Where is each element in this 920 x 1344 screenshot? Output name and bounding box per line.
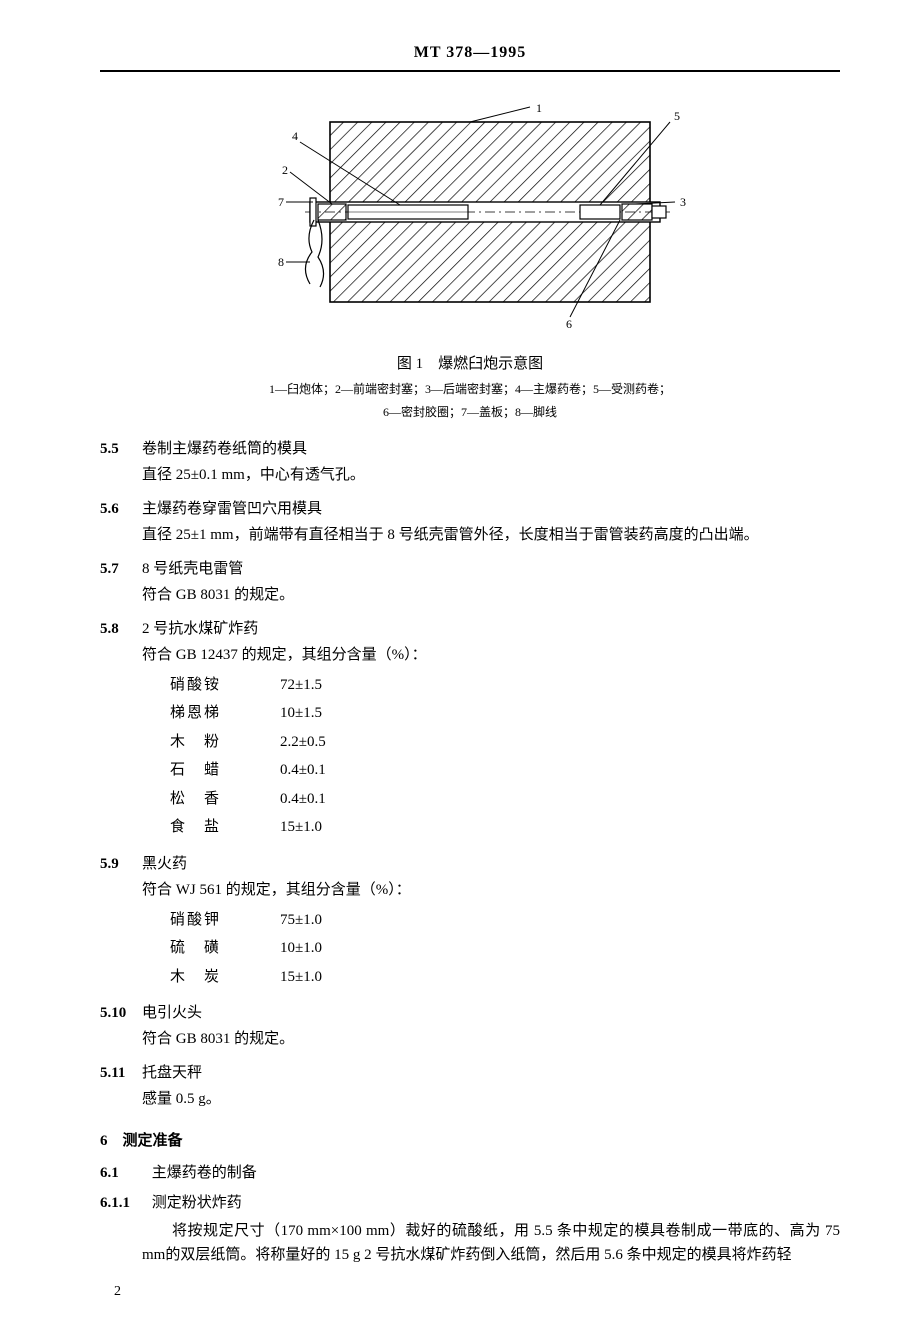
table-row: 梯恩梯10±1.5 — [170, 699, 840, 728]
comp-label: 硫 磺 — [170, 934, 280, 963]
table-row: 松 香0.4±0.1 — [170, 785, 840, 814]
comp-label: 木 粉 — [170, 728, 280, 757]
section-number: 5.7 — [100, 557, 142, 581]
section-5-10: 5.10 电引火头 — [100, 1001, 840, 1025]
comp-label: 松 香 — [170, 785, 280, 814]
section-6: 6 测定准备 — [100, 1129, 840, 1153]
section-body: 直径 25±1 mm，前端带有直径相当于 8 号纸壳雷管外径，长度相当于雷管装药… — [100, 523, 840, 547]
table-row: 木 炭15±1.0 — [170, 963, 840, 992]
section-5-9: 5.9 黑火药 — [100, 852, 840, 876]
section-title: 8 号纸壳电雷管 — [142, 557, 243, 581]
comp-label: 木 炭 — [170, 963, 280, 992]
section-body: 符合 GB 8031 的规定。 — [100, 583, 840, 607]
section-body: 直径 25±0.1 mm，中心有透气孔。 — [100, 463, 840, 487]
comp-label: 石 蜡 — [170, 756, 280, 785]
section-5-11: 5.11 托盘天秤 — [100, 1061, 840, 1085]
section-6-1: 6.1 主爆药卷的制备 — [100, 1161, 840, 1185]
fig-label-8: 8 — [278, 255, 284, 269]
section-title: 测定准备 — [123, 1133, 183, 1149]
fig-label-2: 2 — [282, 163, 288, 177]
comp-value: 15±1.0 — [280, 963, 322, 992]
section-title: 卷制主爆药卷纸筒的模具 — [142, 437, 307, 461]
section-number: 5.11 — [100, 1061, 142, 1085]
section-title: 电引火头 — [142, 1001, 202, 1025]
table-row: 硝酸钾75±1.0 — [170, 906, 840, 935]
comp-value: 0.4±0.1 — [280, 785, 326, 814]
table-row: 硫 磺10±1.0 — [170, 934, 840, 963]
section-5-5: 5.5 卷制主爆药卷纸筒的模具 — [100, 437, 840, 461]
section-title: 2 号抗水煤矿炸药 — [142, 617, 258, 641]
section-5-6: 5.6 主爆药卷穿雷管凹穴用模具 — [100, 497, 840, 521]
doc-header: MT 378—1995 — [100, 40, 840, 72]
fig-label-7: 7 — [278, 195, 284, 209]
section-title: 主爆药卷的制备 — [152, 1165, 257, 1181]
section-title: 黑火药 — [142, 852, 187, 876]
table-row: 食 盐15±1.0 — [170, 813, 840, 842]
comp-label: 食 盐 — [170, 813, 280, 842]
figure-1-diagram: 1 4 2 7 8 5 3 6 图 1 爆燃臼炮示意图 1—臼炮体；2—前端密封… — [100, 102, 840, 422]
comp-value: 2.2±0.5 — [280, 728, 326, 757]
comp-label: 硝酸钾 — [170, 906, 280, 935]
composition-table-58: 硝酸铵72±1.5 梯恩梯10±1.5 木 粉2.2±0.5 石 蜡0.4±0.… — [100, 671, 840, 842]
fig-label-6: 6 — [566, 317, 572, 331]
section-title: 测定粉状炸药 — [152, 1195, 242, 1211]
composition-table-59: 硝酸钾75±1.0 硫 磺10±1.0 木 炭15±1.0 — [100, 906, 840, 992]
section-number: 5.5 — [100, 437, 142, 461]
figure-legend-line1: 1—臼炮体；2—前端密封塞；3—后端密封塞；4—主爆药卷；5—受测药卷； — [100, 380, 840, 399]
table-row: 木 粉2.2±0.5 — [170, 728, 840, 757]
section-number: 5.9 — [100, 852, 142, 876]
section-6-1-1: 6.1.1 测定粉状炸药 — [100, 1191, 840, 1215]
page-number: 2 — [100, 1281, 840, 1303]
fig-label-5: 5 — [674, 109, 680, 123]
comp-label: 硝酸铵 — [170, 671, 280, 700]
fig-label-3: 3 — [680, 195, 686, 209]
section-number: 5.6 — [100, 497, 142, 521]
section-body: 感量 0.5 g。 — [100, 1087, 840, 1111]
comp-value: 10±1.5 — [280, 699, 322, 728]
section-number: 6.1.1 — [100, 1191, 148, 1215]
fig-label-1: 1 — [536, 102, 542, 115]
comp-value: 72±1.5 — [280, 671, 322, 700]
comp-label: 梯恩梯 — [170, 699, 280, 728]
section-title: 主爆药卷穿雷管凹穴用模具 — [142, 497, 322, 521]
section-5-8: 5.8 2 号抗水煤矿炸药 — [100, 617, 840, 641]
section-body: 符合 GB 8031 的规定。 — [100, 1027, 840, 1051]
table-row: 石 蜡0.4±0.1 — [170, 756, 840, 785]
figure-legend-line2: 6—密封胶圈；7—盖板；8—脚线 — [100, 403, 840, 422]
section-5-7: 5.7 8 号纸壳电雷管 — [100, 557, 840, 581]
section-number: 5.8 — [100, 617, 142, 641]
section-body: 符合 GB 12437 的规定，其组分含量（%）： — [100, 643, 840, 667]
comp-value: 15±1.0 — [280, 813, 322, 842]
paragraph: 将按规定尺寸（170 mm×100 mm）裁好的硫酸纸，用 5.5 条中规定的模… — [100, 1219, 840, 1267]
comp-value: 10±1.0 — [280, 934, 322, 963]
section-number: 6.1 — [100, 1161, 148, 1185]
section-number: 6 — [100, 1133, 108, 1149]
fig-label-4: 4 — [292, 129, 298, 143]
section-title: 托盘天秤 — [142, 1061, 202, 1085]
table-row: 硝酸铵72±1.5 — [170, 671, 840, 700]
comp-value: 0.4±0.1 — [280, 756, 326, 785]
section-body: 符合 WJ 561 的规定，其组分含量（%）： — [100, 878, 840, 902]
section-number: 5.10 — [100, 1001, 142, 1025]
comp-value: 75±1.0 — [280, 906, 322, 935]
figure-caption: 图 1 爆燃臼炮示意图 — [100, 352, 840, 376]
